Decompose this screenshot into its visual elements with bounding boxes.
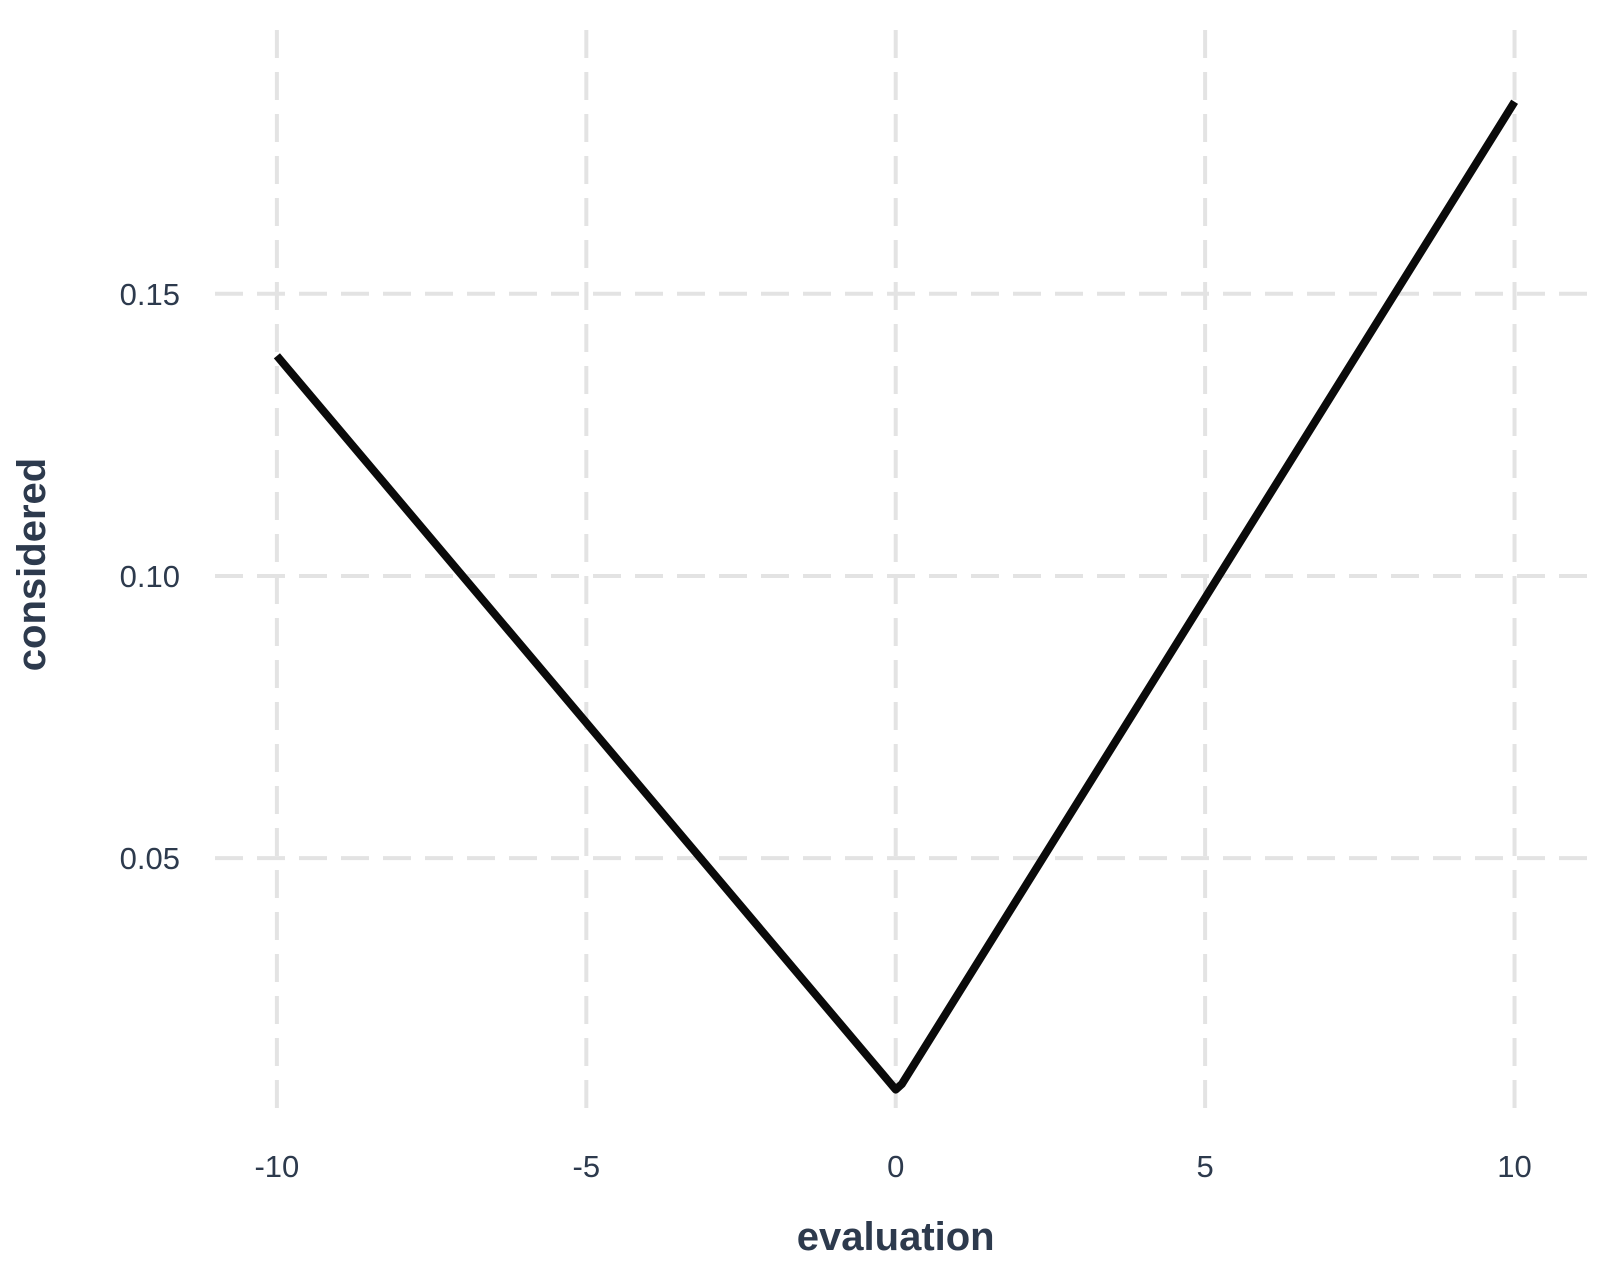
x-tick-label: -5 xyxy=(573,1149,601,1184)
x-tick-label: 5 xyxy=(1197,1149,1214,1184)
series-layer xyxy=(273,99,1518,1094)
x-axis-title: evaluation xyxy=(797,1215,995,1259)
y-tick-label: 0.05 xyxy=(120,841,180,876)
x-tick-label: 0 xyxy=(887,1149,904,1184)
tick-label-layer: -10 -5 0 5 10 0.05 0.10 0.15 xyxy=(120,277,1532,1184)
x-tick-label: -10 xyxy=(254,1149,299,1184)
y-axis-title: considered xyxy=(10,458,54,671)
series-line xyxy=(273,99,1518,1094)
y-tick-label: 0.15 xyxy=(120,277,180,312)
grid-layer xyxy=(215,30,1595,1110)
x-tick-label: 10 xyxy=(1497,1149,1531,1184)
y-tick-label: 0.10 xyxy=(120,559,180,594)
